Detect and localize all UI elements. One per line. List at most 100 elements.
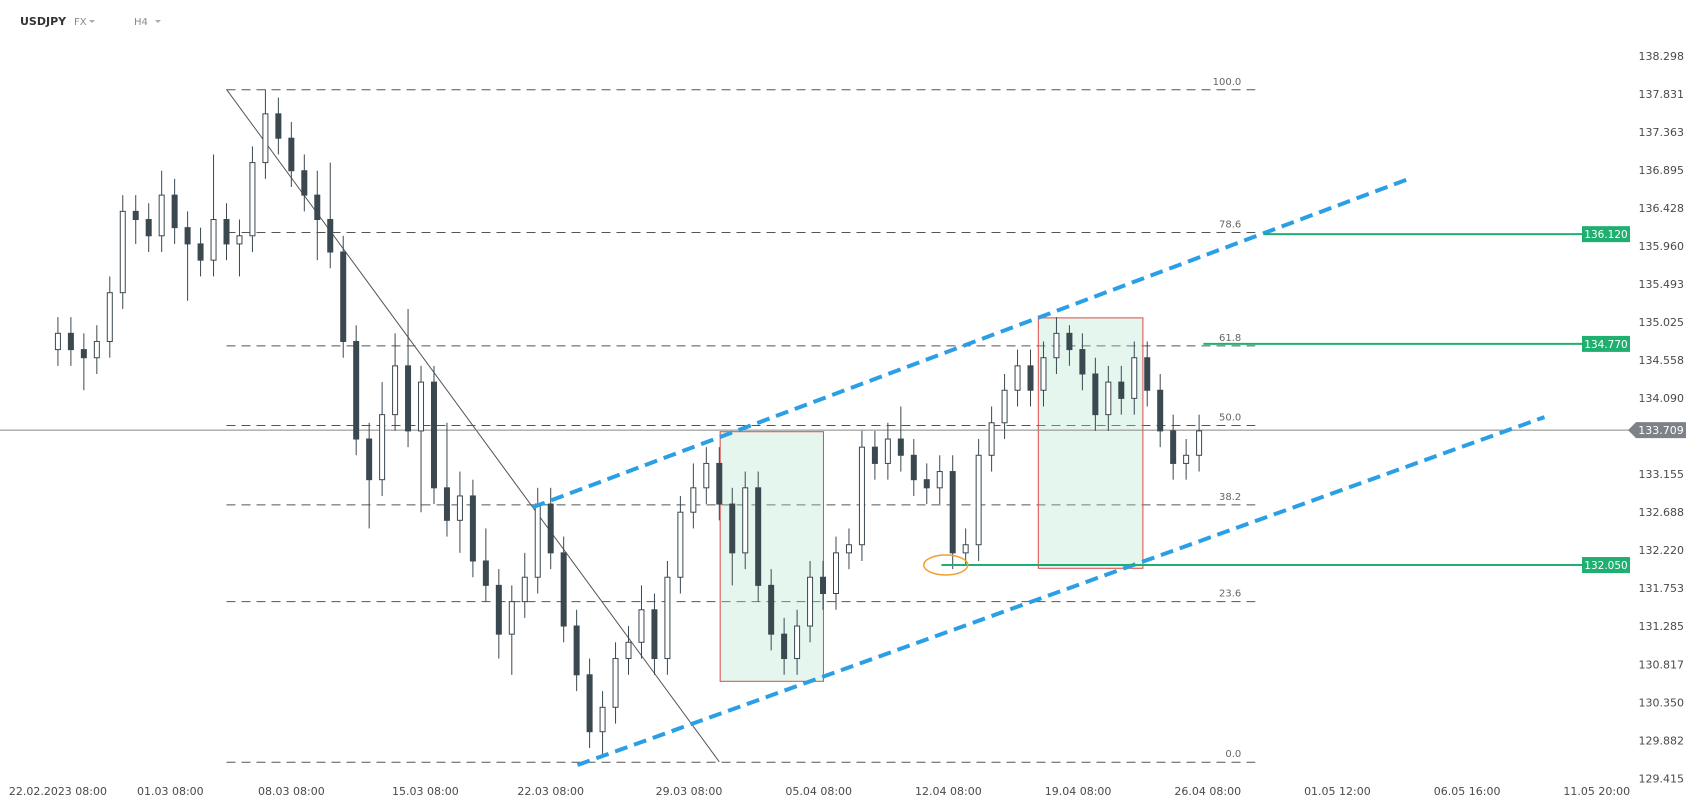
candle-body	[534, 503, 541, 578]
candle-body	[93, 340, 100, 359]
y-tick-label: 131.753	[1639, 582, 1685, 595]
y-tick-label: 133.155	[1639, 468, 1685, 481]
candle-body	[936, 471, 943, 489]
candle-body	[262, 113, 269, 164]
candle-body	[132, 210, 139, 221]
candle-body	[677, 511, 684, 578]
candle-body	[236, 235, 243, 245]
symbol[interactable]: USDJPY	[20, 15, 67, 28]
y-tick-label: 130.817	[1639, 658, 1685, 671]
candle-body	[314, 194, 321, 221]
candle-body	[1105, 381, 1112, 416]
candle-body	[560, 552, 567, 627]
market[interactable]: FX	[74, 17, 87, 28]
candle-body	[353, 340, 360, 440]
zone-box	[1037, 317, 1144, 569]
fib-level-label: 61.8	[1219, 333, 1241, 344]
candle-body	[573, 625, 580, 676]
x-tick-label: 29.03 08:00	[656, 785, 723, 798]
zone-box	[719, 431, 824, 682]
candle-body	[119, 210, 126, 294]
x-tick-label: 12.04 08:00	[915, 785, 982, 798]
y-tick-label: 137.831	[1639, 88, 1685, 101]
candle-body	[1131, 357, 1138, 399]
y-tick-label: 138.298	[1639, 50, 1685, 63]
y-tick-label: 130.350	[1639, 696, 1685, 709]
candle-body	[418, 381, 425, 432]
candle-body	[871, 446, 878, 464]
candle-body	[184, 227, 191, 245]
candle-body	[1118, 381, 1125, 399]
candle-body	[171, 194, 178, 229]
price-tag	[1582, 335, 1630, 352]
candle-body	[664, 576, 671, 660]
candle-body	[469, 495, 476, 562]
y-tick-label: 132.688	[1639, 506, 1685, 519]
y-tick-label: 137.363	[1639, 126, 1685, 139]
candle-body	[807, 576, 814, 627]
candle-body	[612, 658, 619, 708]
price-tag	[1582, 226, 1630, 243]
candle-body	[275, 113, 282, 139]
candle-body	[379, 414, 386, 481]
x-tick-label: 22.02.2023 08:00	[9, 785, 107, 798]
candle-body	[67, 332, 74, 351]
candle-body	[1183, 454, 1190, 464]
candle-body	[1092, 373, 1099, 416]
candle-body	[794, 625, 801, 660]
marker-ellipse	[923, 554, 969, 576]
x-tick-label: 06.05 16:00	[1434, 785, 1501, 798]
candle-body	[910, 454, 917, 481]
trend-line	[226, 89, 720, 763]
y-tick-label: 129.882	[1639, 734, 1685, 747]
candle-body	[210, 219, 217, 261]
fib-level-label: 23.6	[1219, 589, 1241, 600]
candle-body	[599, 706, 606, 733]
x-tick-label: 22.03 08:00	[517, 785, 584, 798]
candle-body	[884, 438, 891, 464]
candle-body	[106, 292, 113, 342]
candle-body	[845, 544, 852, 554]
candle-body	[443, 487, 450, 521]
candle-body	[625, 641, 632, 660]
candle-body	[145, 219, 152, 237]
candle-body	[301, 170, 308, 196]
price-tag-label: 132.050	[1584, 560, 1627, 572]
x-tick-label: 05.04 08:00	[785, 785, 852, 798]
candle-body	[1066, 332, 1073, 351]
fib-level-label: 0.0	[1225, 749, 1241, 760]
candle-body	[832, 552, 839, 595]
candle-body	[703, 462, 710, 489]
price-tag-label: 136.120	[1584, 229, 1627, 241]
dropdown-caret[interactable]	[89, 20, 95, 23]
y-tick-label: 135.025	[1639, 316, 1685, 329]
candle-body	[988, 422, 995, 456]
dropdown-caret[interactable]	[155, 20, 161, 23]
candle-body	[340, 251, 347, 342]
candle-body	[897, 438, 904, 456]
y-tick-label: 135.960	[1639, 240, 1685, 253]
x-tick-label: 26.04 08:00	[1174, 785, 1241, 798]
candle-body	[249, 162, 256, 237]
current-price-tag	[1628, 422, 1686, 439]
fib-level-label: 50.0	[1219, 412, 1241, 423]
candle-body	[54, 332, 61, 351]
candle-body	[158, 194, 165, 237]
channel-line	[531, 176, 1412, 510]
candle-body	[1079, 349, 1086, 375]
timeframe[interactable]: H4	[134, 17, 148, 28]
candle-body	[392, 365, 399, 416]
y-tick-label: 132.220	[1639, 544, 1685, 557]
candle-body	[456, 495, 463, 521]
candle-body	[508, 601, 515, 635]
candle-body	[1014, 365, 1021, 391]
candle-body	[521, 576, 528, 603]
y-tick-label: 131.285	[1639, 620, 1685, 633]
fib-level-label: 78.6	[1219, 220, 1241, 231]
candle-body	[495, 584, 502, 635]
candle-body	[197, 243, 204, 261]
candle-body	[638, 609, 645, 643]
candle-body	[430, 381, 437, 489]
candle-body	[923, 479, 930, 489]
candle-body	[975, 454, 982, 546]
